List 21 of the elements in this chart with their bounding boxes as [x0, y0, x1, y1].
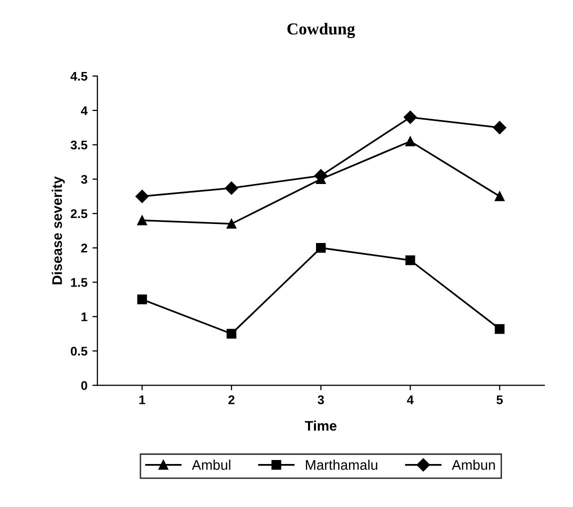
y-axis-title: Disease severity — [52, 176, 65, 284]
y-tick-label: 0 — [81, 381, 88, 390]
x-tick-label: 3 — [318, 395, 324, 404]
y-tick-label: 0.5 — [70, 346, 88, 356]
y-tick-label: 1.5 — [71, 278, 88, 287]
legend-label: Marthamalu — [306, 460, 378, 470]
x-tick-label: 1 — [139, 396, 146, 404]
x-tick-label: 5 — [496, 396, 503, 404]
x-tick-label: 2 — [228, 395, 234, 404]
legend-label: Ambul — [192, 460, 230, 470]
x-tick-label: 4 — [406, 396, 414, 404]
y-tick-label: 4 — [80, 106, 88, 115]
y-tick-label: 1 — [82, 312, 88, 322]
chart-title: Cowdung — [287, 22, 355, 38]
y-tick-label: 3 — [81, 174, 88, 184]
y-tick-label: 2.5 — [70, 209, 88, 218]
y-tick-label: 4.5 — [70, 72, 88, 81]
y-tick-label: 2 — [81, 244, 88, 252]
x-axis-title: Time — [304, 420, 336, 431]
y-tick-label: 3.5 — [70, 140, 88, 150]
legend-label: Ambun — [452, 460, 495, 470]
